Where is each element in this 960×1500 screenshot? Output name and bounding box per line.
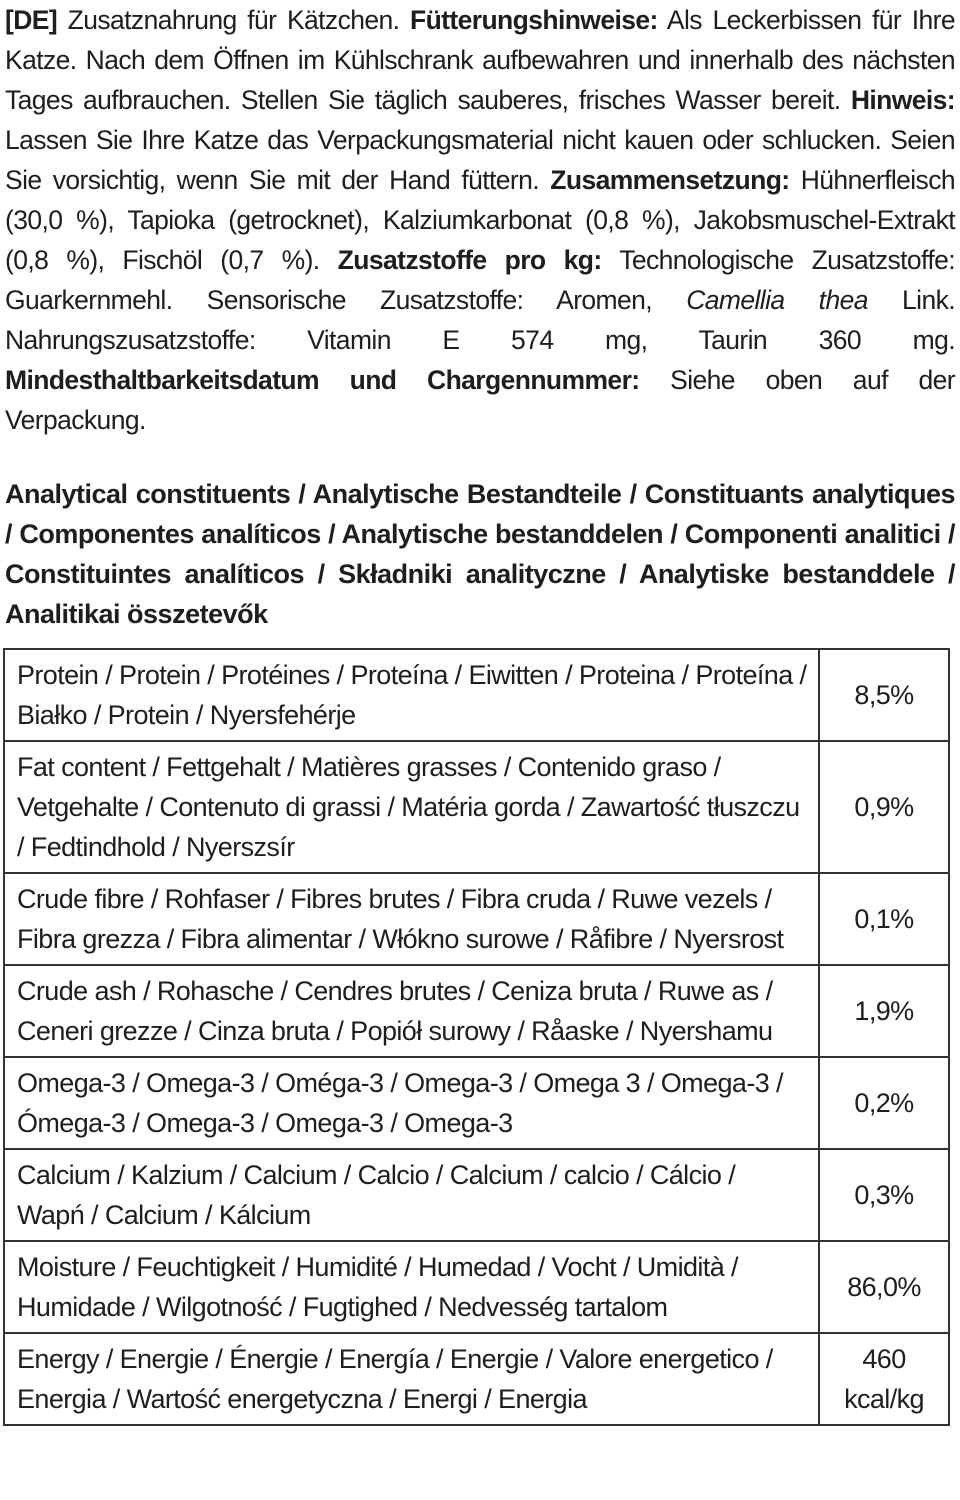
table-row: Omega-3 / Omega-3 / Oméga-3 / Omega-3 / … <box>3 1056 950 1150</box>
bold-text: Zusatzstoffe pro kg: <box>337 245 603 275</box>
analytical-heading: Analytical constituents / Analytische Be… <box>5 479 956 629</box>
text-run: Technologische Zusatzstoffe: Guarkernmeh… <box>5 245 956 315</box>
bold-text: Mindesthaltbarkeitsdatum und Chargennumm… <box>5 365 640 395</box>
table-row: Protein / Protein / Protéines / Proteína… <box>3 648 950 742</box>
constituent-value: 0,3% <box>818 1148 950 1242</box>
text-run: Siehe oben auf der Verpackung. <box>5 365 956 435</box>
bold-text: Hinweis: <box>850 85 956 115</box>
feeding-paragraph: [DE] Zusatznahrung für Kätzchen. Fütteru… <box>5 0 956 440</box>
text-run: Als Leckerbissen für Ihre Katze. Nach de… <box>5 5 956 115</box>
constituent-value: 0,9% <box>818 740 950 874</box>
constituent-value: 1,9% <box>818 964 950 1058</box>
bold-text: [DE] <box>5 5 58 35</box>
table-row: Moisture / Feuchtigkeit / Humidité / Hum… <box>3 1240 950 1334</box>
constituent-name: Calcium / Kalzium / Calcium / Calcio / C… <box>3 1148 820 1242</box>
text-run: Lassen Sie Ihre Katze das Verpackungsmat… <box>5 125 956 195</box>
table-row: Energy / Energie / Énergie / Energía / E… <box>3 1332 950 1426</box>
label-text: [DE] Zusatznahrung für Kätzchen. Fütteru… <box>3 0 956 1426</box>
constituent-name: Fat content / Fettgehalt / Matières gras… <box>3 740 820 874</box>
bold-text: Fütterungshinweise: <box>410 5 658 35</box>
table-row: Calcium / Kalzium / Calcium / Calcio / C… <box>3 1148 950 1242</box>
constituent-name: Omega-3 / Omega-3 / Oméga-3 / Omega-3 / … <box>3 1056 820 1150</box>
italic-text: Camellia thea <box>686 285 868 315</box>
constituent-value: 460 kcal/kg <box>818 1332 950 1426</box>
text-run: Zusatznahrung für Kätzchen. <box>57 5 410 35</box>
constituent-name: Energy / Energie / Énergie / Energía / E… <box>3 1332 820 1426</box>
constituent-name: Crude ash / Rohasche / Cendres brutes / … <box>3 964 820 1058</box>
constituent-value: 86,0% <box>818 1240 950 1334</box>
text-run: Link. Nahrungszusatzstoffe: Vitamin E 57… <box>5 285 956 355</box>
table-row: Crude fibre / Rohfaser / Fibres brutes /… <box>3 872 950 966</box>
constituent-name: Moisture / Feuchtigkeit / Humidité / Hum… <box>3 1240 820 1334</box>
text-run: Hühnerfleisch (30,0 %), Tapioka (getrock… <box>5 165 956 275</box>
constituent-value: 8,5% <box>818 648 950 742</box>
constituent-value: 0,1% <box>818 872 950 966</box>
analysis-table: Protein / Protein / Protéines / Proteína… <box>3 648 950 1426</box>
table-row: Crude ash / Rohasche / Cendres brutes / … <box>3 964 950 1058</box>
constituent-name: Crude fibre / Rohfaser / Fibres brutes /… <box>3 872 820 966</box>
constituent-value: 0,2% <box>818 1056 950 1150</box>
constituent-name: Protein / Protein / Protéines / Proteína… <box>3 648 820 742</box>
table-row: Fat content / Fettgehalt / Matières gras… <box>3 740 950 874</box>
bold-text: Zusammensetzung: <box>550 165 790 195</box>
